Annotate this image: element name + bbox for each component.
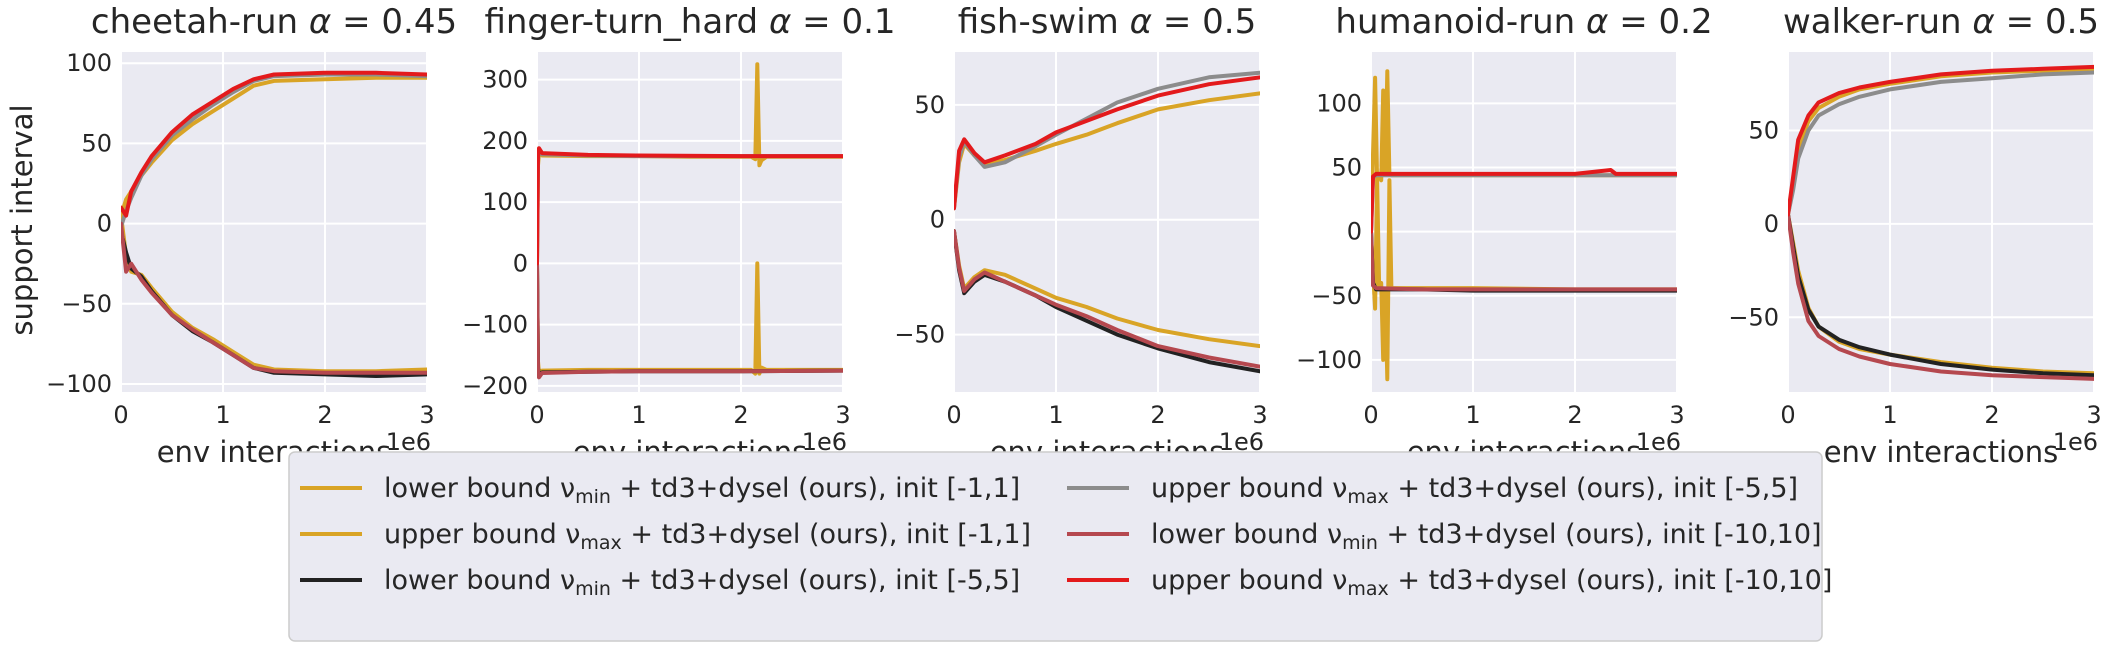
y-tick-label: −50 bbox=[1728, 303, 1779, 331]
legend-entry: upper bound νmax + td3+dysel (ours), ini… bbox=[1067, 565, 1832, 600]
x-tick-label: 2 bbox=[1150, 401, 1165, 429]
y-axis-label: support interval bbox=[5, 104, 39, 335]
legend-label: upper bound νmax + td3+dysel (ours), ini… bbox=[1151, 473, 1798, 508]
series-line bbox=[537, 261, 843, 380]
y-tick-label: 50 bbox=[1331, 153, 1362, 181]
series-group bbox=[1788, 64, 2094, 381]
legend: lower bound νmin + td3+dysel (ours), ini… bbox=[288, 451, 1832, 642]
x-offset-text: 1e6 bbox=[2053, 428, 2098, 456]
series-line bbox=[121, 70, 427, 218]
series-group bbox=[537, 62, 843, 380]
legend-entry: lower bound νmin + td3+dysel (ours), ini… bbox=[1067, 519, 1822, 554]
chart-panel: 0 1 2 3 −200 −100 0 100 200 300 finger-turn_hard α… bbox=[462, 2, 895, 469]
chart-panel: 0 1 2 3 −50 0 50 walker-run α = 0.5 env interact… bbox=[1728, 2, 2101, 469]
x-tick-label: 1 bbox=[215, 401, 230, 429]
legend-entry: upper bound νmax + td3+dysel (ours), ini… bbox=[1067, 473, 1798, 508]
y-tick-label: −200 bbox=[462, 372, 528, 400]
panel-title: finger-turn_hard α = 0.1 bbox=[484, 2, 895, 42]
x-axis-label: env interactions bbox=[1824, 435, 2059, 469]
y-tick-label: 0 bbox=[1347, 218, 1362, 246]
x-tick-label: 3 bbox=[1669, 401, 1684, 429]
x-tick-label: 2 bbox=[317, 401, 332, 429]
x-tick-label: 0 bbox=[1363, 401, 1378, 429]
y-tick-label: −100 bbox=[462, 311, 528, 339]
plot-area bbox=[1371, 52, 1677, 392]
plot-area bbox=[537, 52, 843, 392]
x-tick-label: 0 bbox=[1780, 401, 1795, 429]
x-tick-label: 2 bbox=[733, 401, 748, 429]
legend-label: lower bound νmin + td3+dysel (ours), ini… bbox=[384, 565, 1020, 600]
series-line bbox=[537, 146, 843, 266]
x-tick-label: 2 bbox=[1567, 401, 1582, 429]
series-line bbox=[121, 221, 427, 375]
series-line bbox=[1788, 70, 2094, 217]
x-tick-label: 3 bbox=[835, 401, 850, 429]
y-tick-label: −50 bbox=[61, 290, 112, 318]
legend-label: upper bound νmax + td3+dysel (ours), ini… bbox=[1151, 565, 1832, 600]
series-group bbox=[954, 70, 1260, 374]
x-tick-label: 1 bbox=[1882, 401, 1897, 429]
legend-label: upper bound νmax + td3+dysel (ours), ini… bbox=[384, 519, 1031, 554]
x-tick-label: 0 bbox=[946, 401, 961, 429]
panel-title: walker-run α = 0.5 bbox=[1783, 2, 2099, 42]
y-tick-label: −50 bbox=[1311, 282, 1362, 310]
y-tick-label: 50 bbox=[1748, 116, 1779, 144]
y-tick-label: 50 bbox=[81, 129, 112, 157]
y-tick-label: −50 bbox=[894, 321, 945, 349]
panel-title: fish-swim α = 0.5 bbox=[958, 2, 1256, 42]
series-line bbox=[1371, 168, 1677, 234]
x-tick-label: 1 bbox=[631, 401, 646, 429]
y-tick-label: 100 bbox=[66, 49, 112, 77]
x-tick-label: 1 bbox=[1048, 401, 1063, 429]
series-line bbox=[1788, 212, 2094, 381]
x-tick-label: 3 bbox=[1252, 401, 1267, 429]
series-line bbox=[1788, 64, 2094, 217]
legend-entry: upper bound νmax + td3+dysel (ours), ini… bbox=[300, 519, 1031, 554]
x-tick-label: 0 bbox=[113, 401, 128, 429]
series-line bbox=[1371, 229, 1677, 292]
y-tick-label: 100 bbox=[482, 188, 528, 216]
y-tick-label: −100 bbox=[1296, 346, 1362, 374]
y-tick-label: 0 bbox=[97, 210, 112, 238]
panel-title: cheetah-run α = 0.45 bbox=[91, 2, 457, 42]
legend-label: lower bound νmin + td3+dysel (ours), ini… bbox=[1151, 519, 1822, 554]
x-tick-label: 0 bbox=[529, 401, 544, 429]
y-tick-label: 50 bbox=[914, 91, 945, 119]
x-tick-label: 2 bbox=[1984, 401, 1999, 429]
plot-area bbox=[1788, 52, 2094, 392]
y-tick-label: 0 bbox=[930, 206, 945, 234]
y-tick-label: 100 bbox=[1316, 89, 1362, 117]
legend-entry: lower bound νmin + td3+dysel (ours), ini… bbox=[300, 565, 1020, 600]
series-group bbox=[1371, 69, 1677, 382]
legend-frame bbox=[288, 451, 1823, 642]
y-tick-label: 0 bbox=[1764, 210, 1779, 238]
y-tick-label: 0 bbox=[513, 249, 528, 277]
x-tick-label: 3 bbox=[419, 401, 434, 429]
series-line bbox=[954, 75, 1260, 211]
series-line bbox=[954, 229, 1260, 369]
series-group bbox=[121, 70, 427, 378]
legend-entry: lower bound νmin + td3+dysel (ours), ini… bbox=[300, 473, 1020, 508]
y-tick-label: −100 bbox=[46, 370, 112, 398]
legend-label: lower bound νmin + td3+dysel (ours), ini… bbox=[384, 473, 1020, 508]
y-tick-label: 300 bbox=[482, 66, 528, 94]
plot-area bbox=[121, 52, 427, 392]
x-tick-label: 1 bbox=[1465, 401, 1480, 429]
panel-title: humanoid-run α = 0.2 bbox=[1335, 2, 1712, 42]
x-tick-label: 3 bbox=[2086, 401, 2101, 429]
y-tick-label: 200 bbox=[482, 127, 528, 155]
